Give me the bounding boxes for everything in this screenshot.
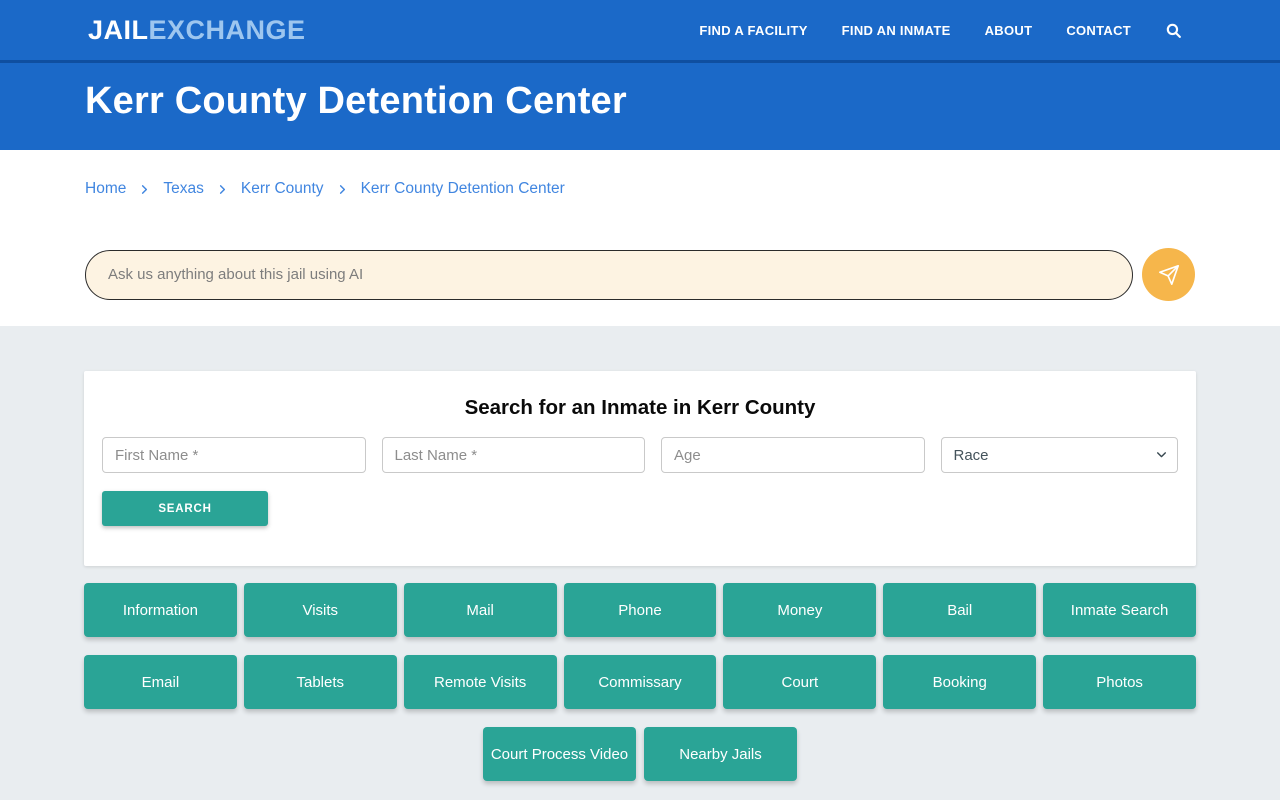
link-bail[interactable]: Bail: [883, 583, 1037, 637]
ai-send-button[interactable]: [1142, 248, 1195, 301]
first-name-input[interactable]: [102, 437, 366, 473]
nav-find-an-inmate[interactable]: FIND AN INMATE: [841, 22, 951, 38]
main-content: Search for an Inmate in Kerr County Race…: [0, 326, 1280, 800]
link-court[interactable]: Court: [723, 655, 877, 709]
link-nearby-jails[interactable]: Nearby Jails: [644, 727, 797, 781]
link-information[interactable]: Information: [84, 583, 237, 637]
search-icon[interactable]: [1165, 22, 1182, 39]
link-photos[interactable]: Photos: [1043, 655, 1196, 709]
top-navbar: JAILEXCHANGE FIND A FACILITY FIND AN INM…: [0, 0, 1280, 63]
breadcrumb-kerr-county[interactable]: Kerr County: [240, 180, 324, 197]
ai-search-bar: [85, 248, 1195, 301]
hero-banner: Kerr County Detention Center: [0, 63, 1280, 150]
page-title: Kerr County Detention Center: [85, 80, 627, 122]
link-mail[interactable]: Mail: [403, 583, 557, 637]
nav-contact[interactable]: CONTACT: [1066, 22, 1131, 38]
link-commissary[interactable]: Commissary: [563, 655, 717, 709]
ai-question-input[interactable]: [85, 249, 1133, 300]
logo-jail: JAIL: [88, 14, 149, 45]
nav-find-a-facility[interactable]: FIND A FACILITY: [699, 22, 808, 38]
primary-nav: FIND A FACILITY FIND AN INMATE ABOUT CON…: [699, 22, 1182, 39]
race-select[interactable]: Race: [940, 437, 1178, 473]
link-phone[interactable]: Phone: [563, 583, 717, 637]
inmate-search-heading: Search for an Inmate in Kerr County: [464, 396, 816, 419]
link-money[interactable]: Money: [723, 583, 877, 637]
breadcrumb-section: Home Texas Kerr County Kerr County Deten…: [0, 150, 1280, 326]
breadcrumb: Home Texas Kerr County Kerr County Deten…: [85, 180, 1195, 198]
last-name-input[interactable]: [381, 437, 645, 473]
link-court-process-video[interactable]: Court Process Video: [483, 727, 636, 781]
link-tablets[interactable]: Tablets: [243, 655, 397, 709]
inmate-search-submit-button[interactable]: SEARCH: [102, 491, 268, 526]
link-visits[interactable]: Visits: [243, 583, 397, 637]
race-select-wrap: Race: [940, 437, 1178, 473]
quick-links-row-1: Information Visits Mail Phone Money Bail…: [84, 583, 1196, 637]
link-remote-visits[interactable]: Remote Visits: [403, 655, 557, 709]
chevron-right-icon: [217, 184, 228, 195]
breadcrumb-texas[interactable]: Texas: [163, 180, 204, 197]
link-booking[interactable]: Booking: [883, 655, 1037, 709]
chevron-right-icon: [139, 184, 150, 195]
inmate-search-card: Search for an Inmate in Kerr County Race…: [84, 371, 1196, 566]
logo[interactable]: JAILEXCHANGE: [88, 15, 306, 46]
quick-links-row-2: Email Tablets Remote Visits Commissary C…: [84, 655, 1196, 709]
logo-exchange: EXCHANGE: [148, 14, 306, 45]
link-email[interactable]: Email: [84, 655, 237, 709]
breadcrumb-current-page: Kerr County Detention Center: [360, 180, 565, 197]
nav-about[interactable]: ABOUT: [984, 22, 1033, 38]
link-inmate-search[interactable]: Inmate Search: [1043, 583, 1196, 637]
age-input[interactable]: [661, 437, 925, 473]
breadcrumb-home[interactable]: Home: [85, 180, 127, 197]
chevron-right-icon: [337, 184, 348, 195]
quick-links-row-3: Court Process Video Nearby Jails: [84, 727, 1196, 781]
paper-plane-icon: [1158, 264, 1180, 286]
